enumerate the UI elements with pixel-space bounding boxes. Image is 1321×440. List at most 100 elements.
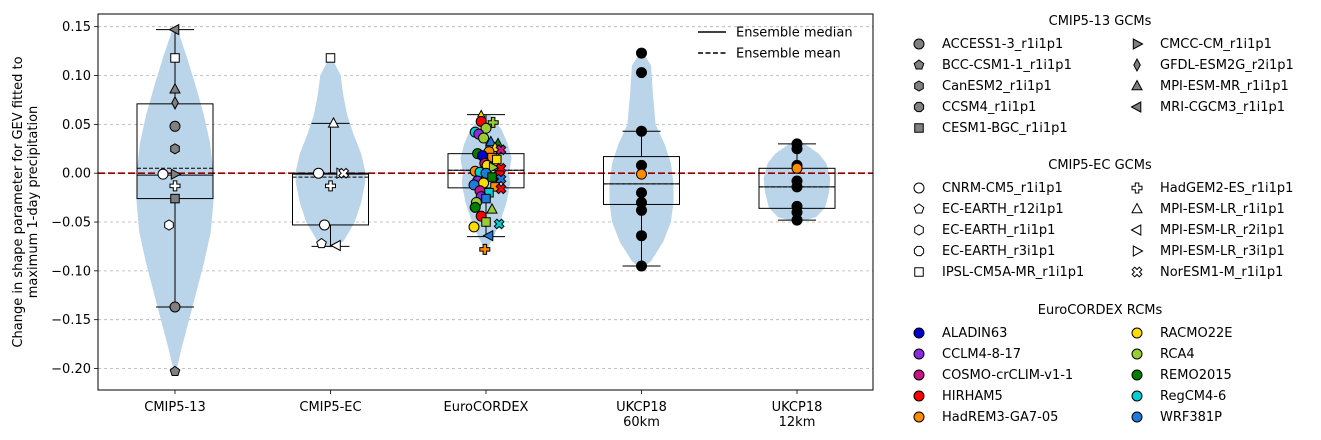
legend-item-label: BCC-CSM1-1_r1i1p1 bbox=[942, 57, 1072, 73]
legend-item-label: CNRM-CM5_r1i1p1 bbox=[942, 180, 1063, 196]
circle-icon bbox=[913, 38, 925, 50]
diamond-icon bbox=[1133, 57, 1141, 73]
triangle-right-legend-marker bbox=[1132, 38, 1144, 50]
legend-item-label: REMO2015 bbox=[1160, 367, 1232, 383]
circle-icon bbox=[1131, 411, 1143, 423]
circle-icon bbox=[913, 411, 925, 423]
legend-group-title: EuroCORDEX RCMs bbox=[1037, 303, 1163, 318]
circle-marker bbox=[636, 204, 647, 216]
cross-legend-marker bbox=[1131, 266, 1143, 278]
square-marker bbox=[170, 53, 180, 63]
legend-item: HadREM3-GA7-05 bbox=[910, 407, 1058, 427]
square-icon bbox=[914, 267, 924, 277]
legend-item: COSMO-crCLIM-v1-1 bbox=[910, 365, 1073, 385]
plus-marker bbox=[479, 243, 491, 255]
legend-item: MPI-ESM-LR_r1i1p1 bbox=[1128, 199, 1285, 219]
hexagon-marker bbox=[170, 143, 180, 155]
circle-marker bbox=[636, 168, 647, 180]
circle-marker bbox=[469, 201, 481, 213]
circle-legend-marker bbox=[1131, 411, 1143, 423]
circle-marker bbox=[791, 162, 803, 174]
legend-label: Ensemble mean bbox=[736, 47, 841, 62]
circle-marker bbox=[791, 181, 803, 193]
x-tick-label: CMIP5-EC bbox=[299, 400, 361, 415]
circle-icon bbox=[1131, 327, 1143, 339]
chart: 0.15 0.10 0.05 0.00 −0.05 −0.10 −0.15 −0.20 CMIP… bbox=[11, 13, 874, 430]
octagon-icon bbox=[913, 245, 925, 257]
legend-item-label: COSMO-crCLIM-v1-1 bbox=[942, 367, 1074, 383]
circle-legend-marker bbox=[913, 38, 925, 50]
legend-item-label: RegCM4-6 bbox=[1160, 388, 1227, 404]
x-tick-label: CMIP5-13 bbox=[144, 400, 205, 415]
cross-marker bbox=[495, 183, 507, 195]
legend-item-label: RACMO22E bbox=[1160, 325, 1233, 341]
plus-icon bbox=[1131, 182, 1143, 194]
pentagon-marker bbox=[169, 365, 181, 376]
circle-marker bbox=[157, 168, 169, 180]
circle-legend-marker bbox=[1131, 390, 1143, 402]
circle-legend-marker bbox=[1131, 369, 1143, 381]
square-marker bbox=[481, 193, 491, 204]
circle-icon bbox=[913, 369, 925, 381]
cross-marker bbox=[493, 218, 505, 230]
legend-item-label: EC-EARTH_r1i1p1 bbox=[942, 222, 1056, 238]
y-tick-label: 0.05 bbox=[62, 118, 91, 133]
legend-item-label: GFDL-ESM2G_r2i1p1 bbox=[1160, 57, 1294, 73]
x-tick-label: UKCP18 bbox=[772, 400, 823, 415]
diamond-marker bbox=[171, 95, 179, 110]
circle-icon bbox=[913, 348, 925, 360]
hexagon-icon bbox=[914, 80, 924, 92]
y-tick-label: 0.00 bbox=[62, 167, 91, 182]
circle-marker bbox=[636, 47, 647, 59]
legend-item: BCC-CSM1-1_r1i1p1 bbox=[910, 55, 1072, 75]
x-tick-label: EuroCORDEX bbox=[444, 400, 529, 415]
legend-item-label: CMCC-CM_r1i1p1 bbox=[1160, 36, 1272, 52]
legend-item-label: EC-EARTH_r12i1p1 bbox=[942, 201, 1064, 217]
legend-item-label: NorESM1-M_r1i1p1 bbox=[1160, 264, 1284, 280]
plus-marker bbox=[487, 116, 499, 128]
legend-item: RegCM4-6 bbox=[1128, 386, 1226, 406]
circle-icon bbox=[1131, 390, 1143, 402]
legend-item: EC-EARTH_r1i1p1 bbox=[910, 220, 1055, 240]
legend-item: IPSL-CM5A-MR_r1i1p1 bbox=[910, 262, 1084, 282]
legend-item: ALADIN63 bbox=[910, 323, 1007, 343]
pentagon-marker bbox=[316, 237, 327, 249]
x-tick-label: 60km bbox=[623, 415, 660, 430]
x-tick-label: UKCP18 bbox=[616, 400, 667, 415]
marker-legend: CMIP5-13 GCMs ACCESS1-3_r1i1p1 BCC-CSM1-1_… bbox=[880, 0, 1320, 440]
triangle-up-legend-marker bbox=[1131, 79, 1143, 91]
circle-marker bbox=[636, 187, 647, 199]
hexagon-legend-marker bbox=[914, 224, 924, 236]
plot-area bbox=[98, 23, 873, 376]
y-tick-label: −0.10 bbox=[51, 264, 91, 279]
plot-frame bbox=[97, 13, 874, 391]
triangle-left-marker bbox=[168, 23, 180, 36]
triangle-right-legend-marker bbox=[1132, 245, 1144, 257]
circle-marker bbox=[169, 301, 181, 313]
legend-item-label: MRI-CGCM3_r1i1p1 bbox=[1160, 99, 1286, 115]
legend-group-title: CMIP5-EC GCMs bbox=[1048, 158, 1152, 173]
legend-item-label: IPSL-CM5A-MR_r1i1p1 bbox=[942, 264, 1085, 280]
legend-item-label: HIRHAM5 bbox=[942, 388, 1003, 404]
hexagon-icon bbox=[914, 224, 924, 236]
square-marker bbox=[170, 193, 180, 204]
hexagon-legend-marker bbox=[914, 80, 924, 92]
pentagon-icon bbox=[913, 59, 925, 70]
circle-legend-marker bbox=[1131, 348, 1143, 360]
box bbox=[292, 172, 369, 226]
cross-marker bbox=[495, 144, 507, 156]
circle-marker bbox=[636, 230, 647, 242]
legend-item: NorESM1-M_r1i1p1 bbox=[1128, 262, 1283, 282]
triangle-left-legend-marker bbox=[1130, 101, 1142, 113]
circle-icon bbox=[1131, 369, 1143, 381]
plus-marker bbox=[325, 180, 336, 192]
legend-item-label: CCLM4-8-17 bbox=[942, 346, 1022, 362]
legend-item: REMO2015 bbox=[1128, 365, 1232, 385]
square-legend-marker bbox=[914, 123, 924, 133]
triangle-left-icon bbox=[1130, 101, 1142, 113]
square-icon bbox=[914, 123, 924, 133]
legend-item-label: HadGEM2-ES_r1i1p1 bbox=[1160, 180, 1294, 196]
pentagon-icon bbox=[913, 203, 925, 214]
triangle-up-marker bbox=[169, 82, 181, 94]
legend-item: CMCC-CM_r1i1p1 bbox=[1128, 34, 1272, 54]
